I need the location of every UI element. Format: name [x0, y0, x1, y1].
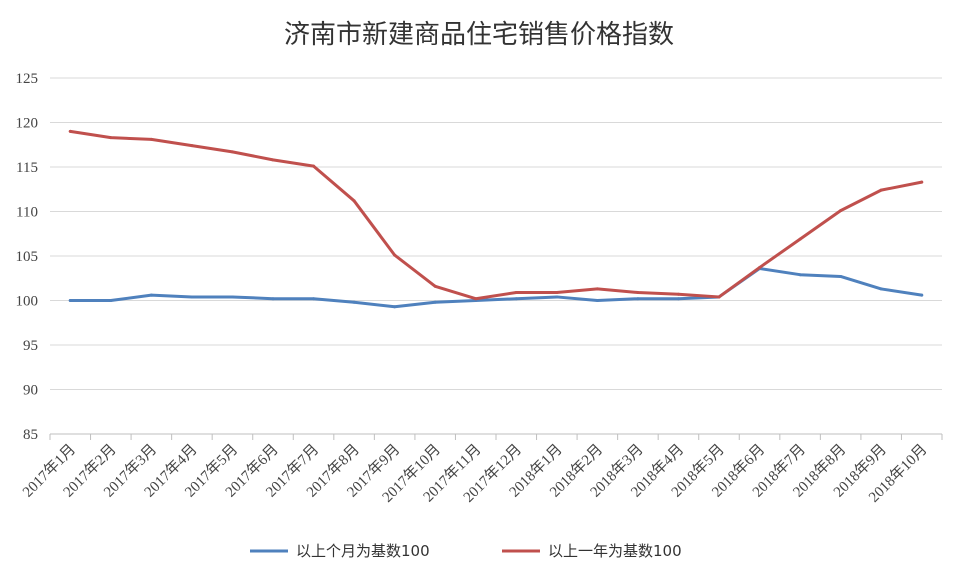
data-point [676, 297, 680, 301]
data-point [636, 297, 640, 301]
data-point [68, 129, 72, 133]
data-point [149, 293, 153, 297]
x-axis: 2017年1月2017年2月2017年3月2017年4月2017年5月2017年… [19, 434, 943, 506]
data-point [68, 299, 72, 302]
series-lines [68, 129, 924, 309]
data-point [839, 274, 843, 278]
y-tick-label: 110 [16, 205, 38, 221]
data-point [798, 273, 802, 277]
data-point [717, 295, 721, 299]
y-tick-label: 120 [16, 116, 39, 132]
data-point [149, 137, 153, 141]
data-point [920, 180, 924, 184]
data-point [190, 295, 194, 299]
y-tick-label: 125 [16, 71, 39, 87]
data-point [879, 287, 883, 291]
series-line-2 [68, 129, 924, 301]
legend-label: 以上个月为基数100 [296, 542, 430, 560]
data-point [352, 199, 356, 203]
data-point [839, 209, 843, 213]
legend-label: 以上一年为基数100 [548, 542, 682, 560]
data-point [271, 158, 275, 162]
y-tick-label: 95 [23, 338, 38, 354]
y-tick-label: 90 [23, 383, 38, 399]
data-point [514, 290, 518, 294]
gridlines [50, 77, 942, 435]
legend: 以上个月为基数100 以上一年为基数100 [250, 542, 682, 560]
data-point [758, 266, 762, 270]
data-point [595, 299, 599, 302]
data-point [393, 305, 397, 309]
chart-title: 济南市新建商品住宅销售价格指数 [284, 20, 674, 50]
data-point [230, 150, 234, 154]
data-point [230, 295, 234, 299]
data-point [271, 297, 275, 301]
data-point [190, 144, 194, 148]
data-point [920, 293, 924, 297]
data-point [312, 164, 316, 168]
data-point [312, 297, 316, 301]
y-tick-label: 85 [23, 427, 38, 443]
data-point [555, 295, 559, 299]
y-tick-label: 105 [16, 249, 39, 265]
data-point [352, 300, 356, 304]
data-point [433, 284, 437, 288]
data-point [676, 292, 680, 296]
data-point [555, 290, 559, 294]
data-point [595, 287, 599, 291]
data-point [109, 299, 113, 302]
data-point [636, 290, 640, 294]
data-point [474, 297, 478, 301]
data-point [393, 253, 397, 257]
data-point [798, 237, 802, 241]
data-point [433, 300, 437, 304]
data-point [514, 297, 518, 301]
data-point [879, 188, 883, 192]
y-axis-ticks: 85 90 95 100 105 110 115 120 125 [16, 71, 39, 443]
series-line-1 [68, 266, 924, 309]
y-tick-label: 115 [16, 160, 38, 176]
data-point [109, 136, 113, 140]
y-tick-label: 100 [16, 294, 39, 310]
